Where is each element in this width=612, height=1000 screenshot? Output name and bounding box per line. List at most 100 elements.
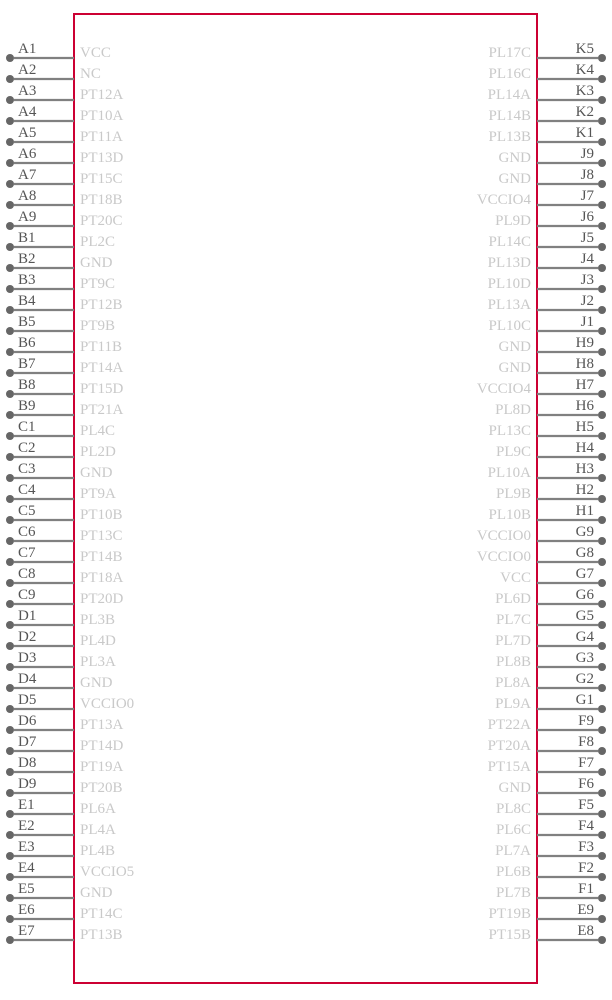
pin-dot-D1[interactable] — [6, 621, 14, 629]
pin-dot-J8[interactable] — [598, 180, 606, 188]
pin-dot-A3[interactable] — [6, 96, 14, 104]
pin-name-F3: PL7A — [495, 843, 531, 859]
pin-dot-G8[interactable] — [598, 558, 606, 566]
pin-dot-K3[interactable] — [598, 96, 606, 104]
pin-dot-C7[interactable] — [6, 558, 14, 566]
pin-dot-B9[interactable] — [6, 411, 14, 419]
pin-dot-C2[interactable] — [6, 453, 14, 461]
pin-dot-D2[interactable] — [6, 642, 14, 650]
pin-dot-H8[interactable] — [598, 369, 606, 377]
pin-dot-B8[interactable] — [6, 390, 14, 398]
pin-dot-H7[interactable] — [598, 390, 606, 398]
pin-dot-B6[interactable] — [6, 348, 14, 356]
pin-dot-A6[interactable] — [6, 159, 14, 167]
pin-dot-C3[interactable] — [6, 474, 14, 482]
pin-dot-A9[interactable] — [6, 222, 14, 230]
pin-dot-B4[interactable] — [6, 306, 14, 314]
pin-dot-C5[interactable] — [6, 516, 14, 524]
pin-dot-B7[interactable] — [6, 369, 14, 377]
pin-dot-E5[interactable] — [6, 894, 14, 902]
pin-dot-F4[interactable] — [598, 831, 606, 839]
pin-dot-A5[interactable] — [6, 138, 14, 146]
pin-dot-H1[interactable] — [598, 516, 606, 524]
pin-dot-F6[interactable] — [598, 789, 606, 797]
pin-dot-D9[interactable] — [6, 789, 14, 797]
pin-designator-B2: B2 — [18, 251, 36, 267]
pin-dot-A4[interactable] — [6, 117, 14, 125]
pin-dot-E8[interactable] — [598, 936, 606, 944]
pin-designator-H3: H3 — [575, 461, 594, 477]
pin-dot-A2[interactable] — [6, 75, 14, 83]
pin-dot-C1[interactable] — [6, 432, 14, 440]
pin-dot-K4[interactable] — [598, 75, 606, 83]
pin-dot-F9[interactable] — [598, 726, 606, 734]
pin-dot-B3[interactable] — [6, 285, 14, 293]
pin-dot-E4[interactable] — [6, 873, 14, 881]
pin-dot-D6[interactable] — [6, 726, 14, 734]
pin-dot-F8[interactable] — [598, 747, 606, 755]
pin-dot-F7[interactable] — [598, 768, 606, 776]
pin-dot-E3[interactable] — [6, 852, 14, 860]
pin-dot-B1[interactable] — [6, 243, 14, 251]
pin-dot-C6[interactable] — [6, 537, 14, 545]
pin-dot-F3[interactable] — [598, 852, 606, 860]
pin-dot-E9[interactable] — [598, 915, 606, 923]
pin-designator-E3: E3 — [18, 839, 35, 855]
pin-name-F7: PT15A — [487, 759, 531, 775]
pin-dot-J1[interactable] — [598, 327, 606, 335]
pin-dot-J7[interactable] — [598, 201, 606, 209]
pin-dot-G2[interactable] — [598, 684, 606, 692]
pin-dot-G7[interactable] — [598, 579, 606, 587]
pin-dot-D7[interactable] — [6, 747, 14, 755]
pin-name-D2: PL4D — [80, 633, 116, 649]
pin-dot-J3[interactable] — [598, 285, 606, 293]
pin-dot-B2[interactable] — [6, 264, 14, 272]
pin-dot-G5[interactable] — [598, 621, 606, 629]
pin-dot-F1[interactable] — [598, 894, 606, 902]
pin-name-B5: PT9B — [80, 318, 116, 334]
pin-name-D9: PT20B — [80, 780, 123, 796]
pin-dot-J2[interactable] — [598, 306, 606, 314]
pin-dot-H9[interactable] — [598, 348, 606, 356]
pin-dot-D5[interactable] — [6, 705, 14, 713]
pin-dot-G6[interactable] — [598, 600, 606, 608]
pin-dot-F2[interactable] — [598, 873, 606, 881]
pin-dot-G1[interactable] — [598, 705, 606, 713]
pin-designator-K4: K4 — [575, 62, 594, 78]
pin-dot-J9[interactable] — [598, 159, 606, 167]
pin-dot-G9[interactable] — [598, 537, 606, 545]
pin-dot-D4[interactable] — [6, 684, 14, 692]
pin-dot-A1[interactable] — [6, 54, 14, 62]
pin-dot-B5[interactable] — [6, 327, 14, 335]
pin-dot-E7[interactable] — [6, 936, 14, 944]
pin-dot-H4[interactable] — [598, 453, 606, 461]
pin-name-B9: PT21A — [80, 402, 124, 418]
pin-dot-A7[interactable] — [6, 180, 14, 188]
pin-dot-A8[interactable] — [6, 201, 14, 209]
pin-dot-H2[interactable] — [598, 495, 606, 503]
pin-dot-E2[interactable] — [6, 831, 14, 839]
pin-dot-D3[interactable] — [6, 663, 14, 671]
pin-dot-E1[interactable] — [6, 810, 14, 818]
pin-dot-H6[interactable] — [598, 411, 606, 419]
pin-dot-C8[interactable] — [6, 579, 14, 587]
pin-dot-H3[interactable] — [598, 474, 606, 482]
pin-dot-J6[interactable] — [598, 222, 606, 230]
pin-name-B6: PT11B — [80, 339, 122, 355]
pin-dot-K1[interactable] — [598, 138, 606, 146]
pin-dot-K5[interactable] — [598, 54, 606, 62]
pin-name-F9: PT22A — [487, 717, 531, 733]
pin-dot-K2[interactable] — [598, 117, 606, 125]
pin-dot-C9[interactable] — [6, 600, 14, 608]
pin-dot-F5[interactable] — [598, 810, 606, 818]
pin-dot-D8[interactable] — [6, 768, 14, 776]
pin-dot-J4[interactable] — [598, 264, 606, 272]
pin-dot-C4[interactable] — [6, 495, 14, 503]
pin-name-E8: PT15B — [488, 927, 531, 943]
pin-dot-G4[interactable] — [598, 642, 606, 650]
pin-dot-J5[interactable] — [598, 243, 606, 251]
pin-name-H8: GND — [498, 360, 532, 376]
pin-dot-H5[interactable] — [598, 432, 606, 440]
pin-dot-G3[interactable] — [598, 663, 606, 671]
pin-dot-E6[interactable] — [6, 915, 14, 923]
